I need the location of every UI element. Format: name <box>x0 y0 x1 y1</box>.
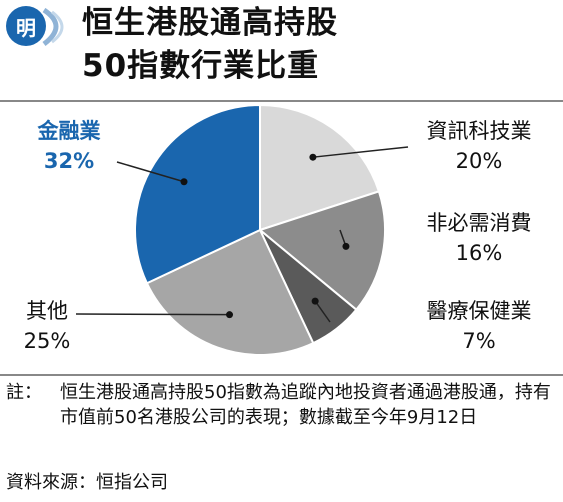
label-other-value: 25% <box>23 329 71 353</box>
footnote: 註： 恒生港股通高持股50指數為追蹤內地投資者通過港股通，持有市值前50名港股公… <box>6 380 558 430</box>
label-consumer-name: 非必需消費 <box>426 211 532 235</box>
label-finance: 金融業 32% <box>14 116 124 176</box>
top-divider <box>0 100 563 102</box>
logo-badge: 明 <box>6 6 46 46</box>
leader-line <box>116 161 185 183</box>
pie-slice-other <box>145 228 315 356</box>
title-line-1: 恒生港股通高持股 <box>82 5 338 41</box>
logo-swoosh-icon <box>42 8 64 46</box>
leader-line <box>314 300 331 323</box>
label-healthcare: 醫療保健業 7% <box>406 296 552 356</box>
pie-slice-it <box>259 103 381 232</box>
label-healthcare-value: 7% <box>462 329 496 353</box>
label-other-name: 其他 <box>26 299 68 323</box>
pie-chart-area: 金融業 32% 其他 25% 資訊科技業 20% 非必需消費 16% 醫療保健業… <box>0 100 563 376</box>
label-consumer-value: 16% <box>455 241 503 265</box>
header: 明 恒生港股通高持股 50指數行業比重 <box>0 0 563 96</box>
page-title: 恒生港股通高持股 50指數行業比重 <box>82 2 338 88</box>
leader-dot <box>180 178 188 186</box>
footnote-prefix: 註： <box>6 382 42 403</box>
label-consumer: 非必需消費 16% <box>406 208 552 268</box>
leader-line <box>75 313 230 316</box>
label-finance-value: 32% <box>43 149 95 173</box>
pie-slice-finance <box>134 103 261 285</box>
label-other: 其他 25% <box>14 296 80 356</box>
footnote-text: 恒生港股通高持股50指數為追蹤內地投資者通過港股通，持有市值前50名港股公司的表… <box>60 382 551 428</box>
label-it: 資訊科技業 20% <box>406 116 552 176</box>
leader-dot <box>309 153 317 161</box>
pie-chart <box>75 103 409 356</box>
leader-line <box>312 146 409 158</box>
leader-dot <box>311 297 319 305</box>
pie-slice-consumer <box>257 190 386 312</box>
source-note: 資料來源：恒指公司 <box>6 472 168 493</box>
title-line-2: 50指數行業比重 <box>82 48 320 84</box>
bottom-divider <box>0 374 563 376</box>
label-it-value: 20% <box>455 149 503 173</box>
leader-dot <box>342 242 350 250</box>
logo-text: 明 <box>16 15 36 40</box>
label-it-name: 資訊科技業 <box>426 119 532 143</box>
label-healthcare-name: 醫療保健業 <box>426 299 532 323</box>
leader-dot <box>226 311 234 319</box>
label-finance-name: 金融業 <box>37 119 101 143</box>
